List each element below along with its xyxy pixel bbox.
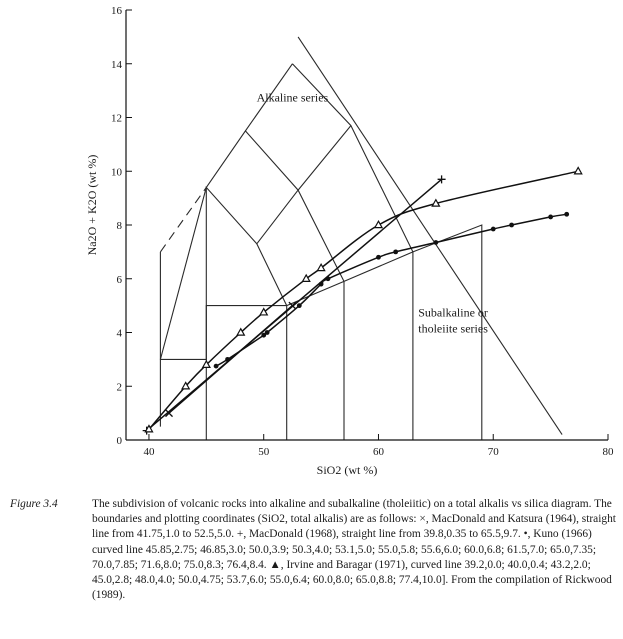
region-label-2: tholeiite series — [418, 322, 488, 336]
data-point-dot-6 — [325, 276, 331, 282]
y-axis-title: Na2O + K2O (wt %) — [85, 155, 99, 256]
boundary-line-9 — [159, 187, 207, 253]
y-tick-label-2: 2 — [117, 381, 123, 393]
boundary-line-5 — [205, 130, 345, 282]
y-tick-label-8: 8 — [117, 220, 123, 232]
data-point-triangle-8 — [431, 198, 441, 207]
data-point-triangle-7 — [373, 219, 384, 229]
data-point-x-0 — [165, 409, 173, 418]
region-label-1: Subalkaline or — [418, 305, 488, 319]
x-axis-title: SiO2 (wt %) — [317, 463, 378, 477]
boundary-line-6 — [244, 63, 293, 132]
data-point-dot-0 — [213, 363, 219, 369]
y-tick-label-16: 16 — [111, 5, 123, 17]
data-point-dot-2 — [261, 332, 267, 338]
data-point-dot-13 — [564, 211, 570, 217]
y-tick-label-14: 14 — [111, 59, 123, 71]
data-point-dot-12 — [548, 214, 554, 220]
boundary-lines — [159, 36, 563, 440]
data-point-dot-1 — [225, 356, 230, 362]
series-lines — [146, 170, 579, 432]
data-point-x-1 — [288, 301, 297, 310]
data-point-triangle-9 — [573, 166, 583, 175]
data-point-triangle-4 — [259, 307, 269, 316]
data-point-+-1 — [437, 175, 446, 184]
boundary-line-8 — [159, 187, 207, 360]
series-line-+ — [146, 178, 443, 432]
data-point-dot-9 — [433, 240, 439, 245]
region-labels: Alkaline series Subalkaline or tholeiite s… — [257, 90, 489, 335]
y-tick-label-6: 6 — [117, 274, 123, 286]
data-point-dot-4 — [296, 303, 302, 309]
boundary-line-11 — [297, 36, 563, 435]
figure-label: Figure 3.4 — [10, 498, 58, 510]
boundary-line-1 — [205, 125, 352, 440]
figure-caption: Figure 3.4 The subdivision of volcanic r… — [10, 497, 616, 603]
x-tick-label-70: 70 — [488, 446, 500, 458]
x-tick-label-50: 50 — [258, 446, 270, 458]
series-line-triangle — [148, 170, 579, 430]
y-tick-label-0: 0 — [117, 435, 123, 447]
x-tick-label-40: 40 — [143, 446, 155, 458]
x-tick-label-60: 60 — [373, 446, 385, 458]
tas-chart: 0 2 4 6 8 10 12 14 16 40 50 60 70 80 SiO2 (wt %) Na2O +… — [85, 5, 614, 477]
y-tick-label-12: 12 — [111, 113, 122, 125]
data-point-triangle-0 — [144, 424, 154, 433]
data-point-triangle-5 — [301, 273, 311, 282]
axes: 0 2 4 6 8 10 12 14 16 40 50 60 70 80 SiO2 (wt %) Na2O +… — [85, 5, 614, 477]
data-point-triangle-3 — [236, 327, 246, 336]
data-point-triangle-1 — [181, 381, 191, 390]
data-point-triangle-2 — [201, 359, 211, 368]
boundary-line-0 — [159, 305, 288, 440]
boundary-line-7 — [256, 243, 288, 306]
data-point-dot-11 — [509, 222, 514, 228]
data-point-dot-7 — [376, 254, 381, 260]
region-label-0: Alkaline series — [257, 90, 329, 104]
data-point-dot-10 — [490, 226, 496, 232]
x-tick-label-80: 80 — [603, 446, 615, 458]
y-tick-label-4: 4 — [117, 328, 123, 340]
boundary-line-4 — [292, 63, 414, 440]
figure-caption-text: The subdivision of volcanic rocks into a… — [92, 498, 616, 602]
data-point-dot-5 — [318, 281, 324, 287]
data-point-dot-3 — [264, 330, 270, 335]
data-point-triangle-6 — [316, 262, 326, 272]
series-line-dot — [215, 213, 567, 367]
data-point-dot-8 — [393, 249, 399, 255]
series-points — [142, 166, 583, 435]
y-tick-label-10: 10 — [111, 166, 123, 178]
